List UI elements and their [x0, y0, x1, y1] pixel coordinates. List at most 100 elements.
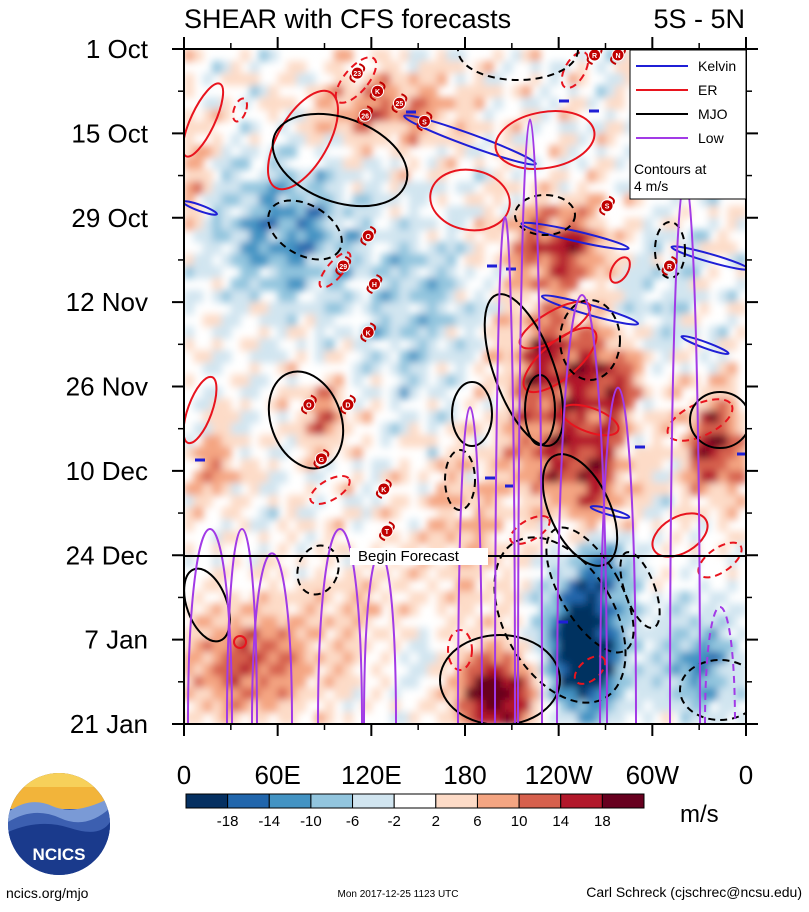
shading-cell	[586, 555, 597, 568]
shading-cell	[736, 687, 746, 701]
shading-cell	[352, 121, 363, 134]
shading-cell	[511, 278, 522, 291]
shading-cell	[287, 434, 297, 448]
shading-cell	[324, 302, 335, 315]
shading-cell	[614, 687, 625, 701]
shading-cell	[708, 651, 719, 665]
shading-cell	[324, 434, 335, 448]
shading-cell	[296, 386, 307, 400]
shading-cell	[408, 627, 419, 641]
storm-label: K	[375, 89, 380, 96]
shading-cell	[230, 422, 241, 436]
shading-cell	[399, 603, 410, 617]
shading-cell	[474, 615, 485, 629]
shading-cell	[249, 687, 260, 701]
shading-cell	[193, 711, 204, 724]
shading-cell	[362, 591, 372, 605]
shading-cell	[633, 675, 644, 689]
shading-cell	[568, 278, 578, 291]
shading-cell	[184, 193, 194, 207]
kelvin-contour	[589, 505, 631, 519]
shading-cell	[455, 711, 466, 724]
shading-cell	[249, 85, 260, 98]
shading-cell	[465, 314, 475, 327]
shading-cell	[446, 446, 457, 460]
shading-cell	[699, 627, 710, 641]
shading-cell	[549, 543, 560, 556]
shading-cell	[258, 85, 269, 98]
shading-cell	[549, 446, 560, 460]
shading-cell	[483, 579, 494, 593]
storm-marker: O	[300, 394, 317, 415]
shading-cell	[390, 61, 401, 74]
shading-cell	[287, 133, 297, 147]
shading-cell	[202, 410, 213, 424]
shading-cell	[446, 374, 457, 388]
shading-cell	[549, 663, 560, 677]
shading-cell	[549, 651, 560, 665]
shading-cell	[708, 410, 719, 424]
shading-cell	[249, 61, 260, 74]
storm-marker: K	[369, 81, 386, 102]
shading-cell	[268, 675, 279, 689]
shading-cell	[296, 229, 307, 243]
shading-cell	[586, 302, 597, 315]
low-contour	[494, 216, 516, 724]
mjo-contour	[267, 199, 343, 261]
shading-cell	[446, 338, 457, 351]
shading-cell	[530, 61, 541, 74]
shading-cell	[483, 326, 494, 339]
shading-cell	[483, 73, 494, 86]
shading-cell	[390, 362, 401, 376]
shading-cell	[343, 543, 354, 556]
shading-cell	[558, 386, 569, 400]
shading-cell	[558, 229, 569, 243]
shading-cell	[502, 133, 513, 147]
shading-cell	[324, 61, 335, 74]
shading-cell	[258, 711, 269, 724]
shading-cell	[474, 482, 485, 496]
shading-cell	[399, 410, 410, 424]
shading-cell	[727, 603, 738, 617]
shading-cell	[408, 374, 419, 388]
shading-cell	[455, 302, 466, 315]
shading-cell	[305, 386, 316, 400]
shading-cell	[446, 687, 457, 701]
storm-dot	[350, 66, 364, 80]
shading-cell	[605, 675, 616, 689]
shading-cell	[586, 699, 597, 713]
shading-cell	[324, 314, 335, 327]
shading-cell	[689, 675, 700, 689]
shading-cell	[511, 675, 522, 689]
shading-cell	[624, 217, 635, 231]
shading-cell	[212, 338, 223, 351]
shading-cell	[661, 482, 672, 496]
shading-cell	[436, 711, 447, 724]
shading-cell	[577, 675, 588, 689]
shading-cell	[521, 241, 532, 255]
shading-cell	[380, 567, 391, 580]
footer-url[interactable]: ncics.org/mjo	[6, 885, 89, 901]
shading-cell	[596, 290, 607, 303]
er-contour	[697, 541, 743, 579]
shading-cell	[689, 482, 700, 496]
shading-cell	[661, 217, 672, 231]
shading-cell	[680, 675, 691, 689]
mjo-contour	[184, 567, 231, 643]
shading-cell	[558, 603, 569, 617]
shading-cell	[465, 579, 475, 593]
shading-cell	[258, 314, 269, 327]
shading-cell	[305, 627, 316, 641]
shading-cell	[586, 603, 597, 617]
shading-cell	[605, 350, 616, 363]
shading-cell	[184, 169, 194, 183]
shading-cell	[605, 422, 616, 436]
shading-cell	[530, 591, 541, 605]
shading-cell	[268, 157, 279, 171]
shading-cell	[184, 145, 194, 159]
shading-cell	[362, 133, 372, 147]
shading-cell	[268, 507, 279, 520]
shading-cell	[296, 507, 307, 520]
shading-cell	[296, 615, 307, 629]
